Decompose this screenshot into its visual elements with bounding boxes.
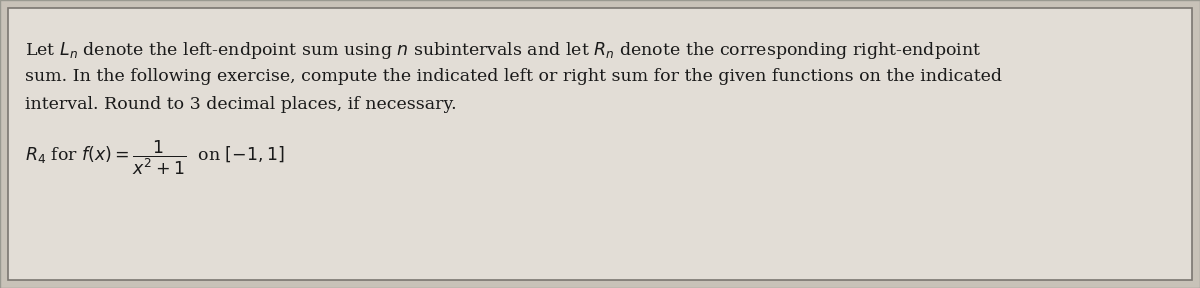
Text: sum. In the following exercise, compute the indicated left or right sum for the : sum. In the following exercise, compute …: [25, 68, 1002, 85]
Text: $R_4$ for $f(x) = \dfrac{1}{x^2 + 1}$  on $[-1, 1]$: $R_4$ for $f(x) = \dfrac{1}{x^2 + 1}$ on…: [25, 139, 284, 177]
Text: interval. Round to 3 decimal places, if necessary.: interval. Round to 3 decimal places, if …: [25, 96, 457, 113]
Text: Let $L_n$ denote the left-endpoint sum using $n$ subintervals and let $R_n$ deno: Let $L_n$ denote the left-endpoint sum u…: [25, 40, 982, 61]
